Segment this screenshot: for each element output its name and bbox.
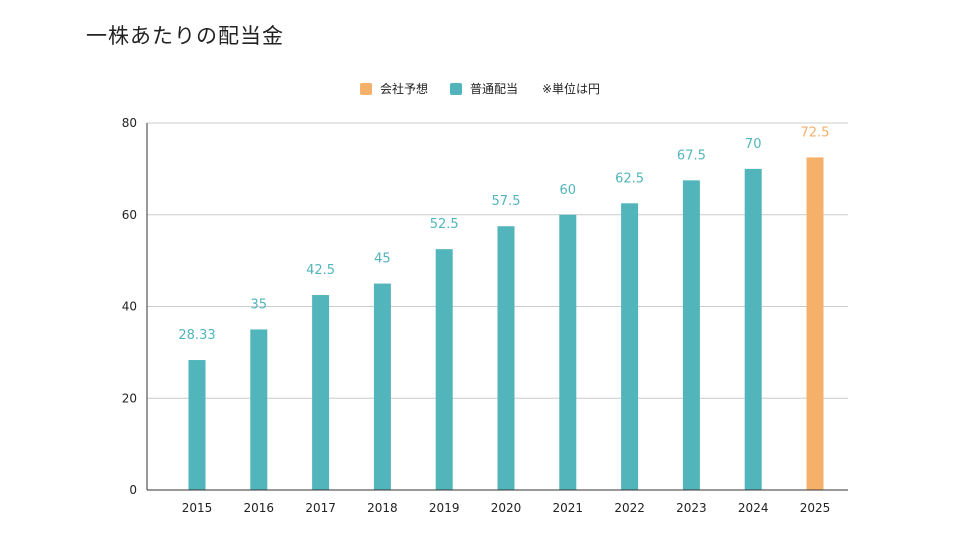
data-label-2020: 57.5	[492, 194, 521, 209]
data-label-2017: 42.5	[306, 263, 335, 278]
x-tick-label-2015: 2015	[182, 501, 213, 515]
page-title: 一株あたりの配当金	[86, 24, 284, 48]
data-label-2025: 72.5	[801, 125, 830, 140]
x-tick-label-2021: 2021	[553, 501, 584, 515]
y-tick-label: 0	[129, 483, 137, 497]
x-tick-label-2019: 2019	[429, 501, 460, 515]
bar-actual-2024	[744, 168, 762, 490]
x-tick-label-2018: 2018	[367, 501, 398, 515]
bar-actual-2015	[188, 360, 206, 490]
bar-forecast-2025	[806, 157, 824, 490]
chart-legend: 会社予想 普通配当 ※単位は円	[0, 80, 960, 97]
data-label-2021: 60	[560, 183, 577, 198]
bar-actual-2018	[373, 283, 391, 490]
data-label-2015: 28.33	[178, 328, 215, 343]
bar-actual-2023	[682, 180, 700, 490]
x-tick-label-2016: 2016	[244, 501, 275, 515]
data-label-2016: 35	[251, 297, 268, 312]
unit-note: ※単位は円	[541, 82, 601, 96]
data-label-2018: 45	[374, 252, 391, 267]
data-label-2023: 67.5	[677, 148, 706, 163]
y-tick-label: 40	[122, 300, 137, 314]
bar-actual-2017	[312, 295, 330, 490]
legend-item-forecast: 会社予想	[359, 80, 428, 97]
y-tick-label: 60	[122, 208, 137, 222]
legend-item-actual: 普通配当	[449, 80, 518, 97]
x-tick-label-2017: 2017	[305, 501, 336, 515]
x-tick-label-2024: 2024	[738, 501, 769, 515]
legend-swatch-forecast	[359, 82, 372, 95]
bars	[188, 157, 824, 490]
x-tick-label-2022: 2022	[614, 501, 645, 515]
data-label-2024: 70	[745, 137, 762, 152]
bar-actual-2019	[435, 249, 453, 490]
legend-swatch-actual	[449, 82, 462, 95]
bar-actual-2016	[250, 329, 268, 490]
bar-actual-2021	[559, 214, 577, 490]
x-tick-label-2025: 2025	[800, 501, 831, 515]
y-tick-label: 20	[122, 391, 137, 405]
x-tick-label-2020: 2020	[491, 501, 522, 515]
legend-label-actual: 普通配当	[469, 82, 518, 96]
data-label-2019: 52.5	[430, 217, 459, 232]
legend-label-forecast: 会社予想	[379, 82, 428, 96]
bar-actual-2020	[497, 226, 515, 490]
x-tick-label-2023: 2023	[676, 501, 707, 515]
data-labels: 28.33 35 42.5 45 52.5 57.5 60 62.5 67.5 70 72.5	[178, 125, 829, 343]
axes: 0 20 40 60 80 2015 2016 2017 2018 2019 2020 2021 202…	[122, 116, 848, 515]
data-label-2022: 62.5	[615, 171, 644, 186]
y-tick-label: 80	[122, 116, 137, 130]
bar-actual-2022	[621, 203, 639, 490]
